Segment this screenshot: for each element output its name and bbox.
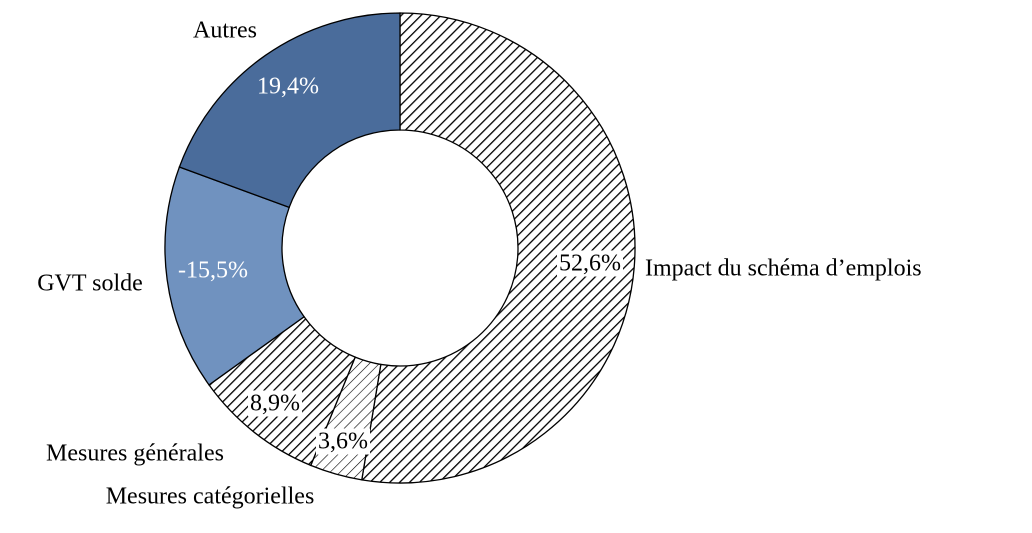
value-label-bg xyxy=(557,250,623,277)
value-label: 52,6% xyxy=(559,251,621,277)
value-label-bg xyxy=(248,390,302,417)
value-label: 19,4% xyxy=(257,74,319,100)
value-label: 8,9% xyxy=(250,391,300,417)
category-label: Mesures catégorielles xyxy=(106,484,315,510)
donut-slice xyxy=(361,12,636,484)
donut-slice xyxy=(178,12,401,209)
value-label: 3,6% xyxy=(318,429,368,455)
category-label: Mesures générales xyxy=(46,441,224,467)
category-label: Impact du schéma d’emplois xyxy=(645,256,922,282)
category-label: Autres xyxy=(193,18,257,44)
value-label-bg xyxy=(316,428,370,455)
value-label: -15,5% xyxy=(178,258,248,284)
donut-slice xyxy=(164,166,306,386)
category-label: GVT solde xyxy=(37,271,143,297)
